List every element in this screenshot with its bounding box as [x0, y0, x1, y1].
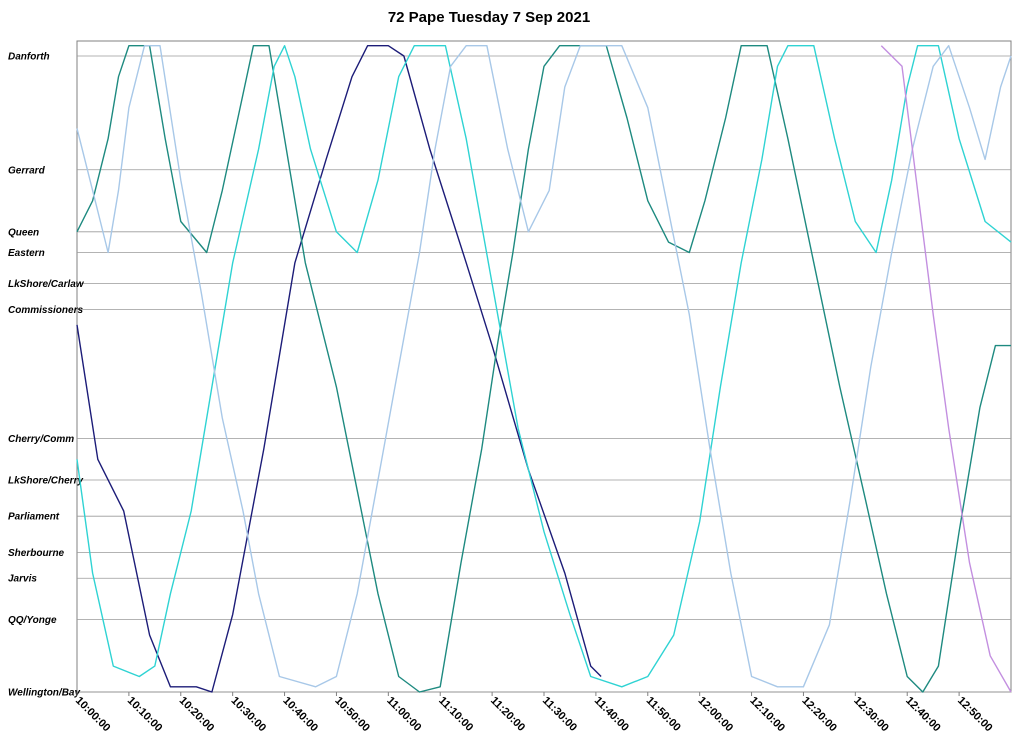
- time-tick-label: 11:40:00: [592, 695, 631, 734]
- chart-title: 72 Pape Tuesday 7 Sep 2021: [388, 9, 590, 26]
- stop-label: LkShore/Cherry: [8, 476, 83, 487]
- time-tick-label: 11:00:00: [384, 695, 423, 734]
- time-tick-label: 12:50:00: [955, 695, 995, 735]
- trip-line-5: [880, 45, 1012, 693]
- time-tick-label: 12:00:00: [696, 695, 736, 735]
- trip-line-1: [76, 45, 602, 693]
- stop-axis-labels: Danforth Gerrard Queen Eastern LkShore/Carla…: [8, 52, 85, 699]
- time-tick-label: 10:00:00: [73, 695, 113, 735]
- time-tick-label: 10:20:00: [177, 695, 217, 735]
- stop-label: Sherbourne: [8, 548, 65, 559]
- trip-lines: [76, 45, 1012, 693]
- time-tick-label: 11:10:00: [436, 695, 475, 734]
- stop-label: Commissioners: [8, 305, 83, 316]
- stop-label: Danforth: [8, 52, 50, 63]
- time-tick-label: 11:50:00: [644, 695, 683, 734]
- time-tick-label: 10:10:00: [125, 695, 165, 735]
- stop-label: Parliament: [8, 512, 60, 523]
- time-tick-label: 10:30:00: [229, 695, 269, 735]
- stop-label: Eastern: [8, 248, 45, 259]
- time-axis-labels: 10:00:00 10:10:00 10:20:00 10:30:00 10:40:00…: [73, 692, 995, 734]
- stop-label: Jarvis: [8, 574, 37, 585]
- time-tick-label: 12:30:00: [851, 695, 891, 735]
- stop-label: Queen: [8, 227, 39, 238]
- trip-line-4: [76, 45, 1012, 688]
- time-tick-label: 11:30:00: [540, 695, 579, 734]
- time-tick-label: 11:20:00: [488, 695, 527, 734]
- trip-line-2: [76, 45, 1011, 693]
- plot-area: [76, 40, 1012, 693]
- stop-label: Wellington/Bay: [8, 688, 80, 699]
- stop-label: QQ/Yonge: [8, 615, 57, 626]
- time-tick-label: 12:40:00: [903, 695, 943, 735]
- time-tick-label: 10:50:00: [332, 695, 372, 735]
- time-tick-label: 12:10:00: [747, 695, 787, 735]
- stop-label: LkShore/Carlaw: [8, 279, 85, 290]
- stop-label: Cherry/Comm: [8, 434, 74, 445]
- time-tick-label: 10:40:00: [280, 695, 320, 735]
- stop-label: Gerrard: [8, 165, 46, 176]
- trip-line-3: [76, 45, 1012, 688]
- time-tick-label: 12:20:00: [799, 695, 839, 735]
